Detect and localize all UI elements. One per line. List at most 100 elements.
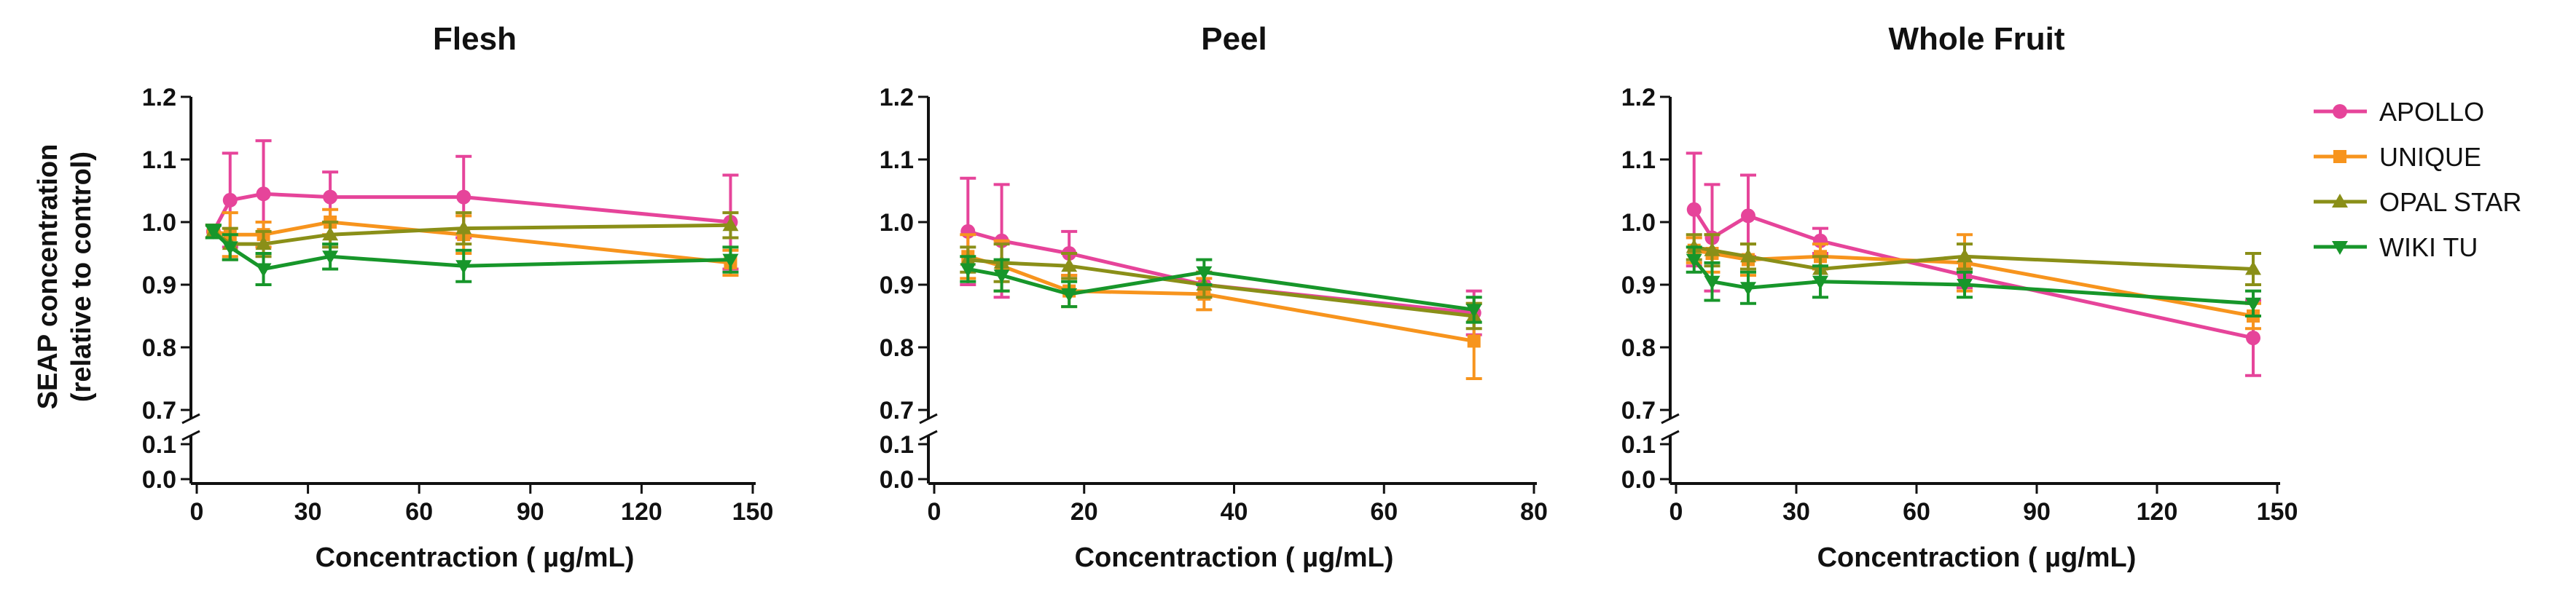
y-axis-break-mark bbox=[1661, 413, 1680, 425]
data-point bbox=[455, 260, 472, 275]
legend-marker bbox=[2332, 241, 2348, 255]
y-axis-break-mark bbox=[181, 413, 200, 425]
data-point bbox=[205, 225, 222, 240]
data-point bbox=[2245, 261, 2261, 275]
data-point bbox=[722, 217, 739, 232]
legend-label: WIKI TU bbox=[2379, 232, 2478, 262]
x-tick-label: 60 bbox=[405, 498, 433, 526]
y-tick-label: 0.8 bbox=[880, 334, 914, 362]
legend: APOLLO UNIQUE OPAL STAR WIKI TU bbox=[2314, 97, 2521, 262]
legend-label: OPAL STAR bbox=[2379, 187, 2521, 217]
data-point bbox=[1061, 288, 1078, 302]
chart-title: Peel bbox=[1201, 21, 1267, 57]
y-tick-label: 0.0 bbox=[1621, 466, 1656, 494]
data-point bbox=[722, 253, 739, 268]
figure-y-axis-label: SEAP concentration (relative to control) bbox=[33, 144, 97, 410]
x-tick-label: 150 bbox=[2257, 498, 2298, 526]
data-point bbox=[1686, 202, 1702, 217]
y-tick-label: 0.1 bbox=[142, 431, 176, 459]
chart-panel-whole-fruit: Whole Fruit 0.7 0.8 0.9 1.0 1.1 1.2 0.0 0.1 0 30 60… bbox=[1621, 21, 2298, 573]
x-axis-label: Concentraction ( µg/mL) bbox=[1075, 542, 1394, 573]
x-tick-label: 120 bbox=[621, 498, 662, 526]
chart-panel-peel: Peel 0.7 0.8 0.9 1.0 1.1 1.2 0.0 0.1 0 20 40 60 80 Con… bbox=[880, 21, 1548, 573]
data-point bbox=[222, 241, 238, 256]
series-unique bbox=[1686, 233, 2261, 331]
y-tick-label: 1.2 bbox=[142, 84, 176, 111]
data-point bbox=[255, 263, 272, 277]
x-tick-label: 0 bbox=[1669, 498, 1683, 526]
y-tick-label: 0.9 bbox=[880, 272, 914, 299]
data-point bbox=[2245, 297, 2261, 312]
data-point bbox=[255, 236, 272, 250]
data-point bbox=[1061, 258, 1078, 272]
y-axis-break-mark bbox=[919, 430, 938, 441]
x-tick-label: 60 bbox=[1903, 498, 1930, 526]
data-point bbox=[456, 189, 471, 205]
data-point bbox=[1465, 304, 1482, 318]
series-apollo bbox=[960, 176, 1482, 336]
chart-panel-flesh: Flesh 0.7 0.8 0.9 1.0 1.1 1.2 0.0 0.1 0 30 60 90 120 1… bbox=[142, 21, 774, 573]
data-point bbox=[322, 250, 339, 265]
x-tick-label: 30 bbox=[1782, 498, 1810, 526]
legend-item-wiki-tu: WIKI TU bbox=[2314, 232, 2478, 262]
x-tick-label: 60 bbox=[1370, 498, 1398, 526]
series-wiki-tu bbox=[960, 255, 1482, 324]
series-apollo bbox=[205, 139, 739, 271]
y-tick-label: 0.1 bbox=[880, 431, 914, 459]
series-line bbox=[1692, 208, 2254, 340]
y-tick-label: 1.2 bbox=[1621, 84, 1656, 111]
legend-marker bbox=[2333, 150, 2346, 163]
legend-item-opal-star: OPAL STAR bbox=[2314, 187, 2521, 217]
y-tick-label: 0.0 bbox=[880, 466, 914, 494]
data-point bbox=[1957, 248, 1973, 263]
x-axis-label: Concentraction ( µg/mL) bbox=[316, 542, 635, 573]
y-tick-label: 0.9 bbox=[1621, 272, 1656, 299]
series-wiki-tu bbox=[1686, 245, 2261, 317]
data-point bbox=[322, 226, 339, 241]
data-point bbox=[222, 192, 238, 208]
x-tick-label: 40 bbox=[1221, 498, 1248, 526]
y-tick-label: 0.7 bbox=[1621, 397, 1656, 425]
x-tick-label: 20 bbox=[1070, 498, 1098, 526]
data-point bbox=[1686, 253, 1702, 268]
data-point bbox=[323, 189, 338, 205]
data-point bbox=[1957, 279, 1973, 293]
legend-marker bbox=[2332, 194, 2348, 208]
legend-label: UNIQUE bbox=[2379, 142, 2481, 172]
y-tick-label: 1.1 bbox=[880, 146, 914, 174]
data-point bbox=[455, 220, 472, 234]
y-tick-label: 0.1 bbox=[1621, 431, 1656, 459]
x-tick-label: 0 bbox=[928, 498, 941, 526]
legend-label: APOLLO bbox=[2379, 97, 2484, 127]
chart-title: Whole Fruit bbox=[1889, 21, 2065, 57]
y-tick-label: 1.0 bbox=[1621, 209, 1656, 237]
data-point bbox=[1740, 282, 1756, 296]
y-tick-label: 0.9 bbox=[142, 272, 176, 299]
legend-marker bbox=[2333, 104, 2347, 119]
data-point bbox=[1704, 242, 1720, 256]
data-point bbox=[1704, 275, 1720, 290]
x-tick-label: 80 bbox=[1520, 498, 1548, 526]
y-tick-label: 1.0 bbox=[142, 209, 176, 237]
data-point bbox=[1467, 334, 1481, 348]
x-tick-label: 90 bbox=[2023, 498, 2051, 526]
x-axis-label: Concentraction ( µg/mL) bbox=[1817, 542, 2137, 573]
y-axis-break-mark bbox=[919, 413, 938, 425]
data-point bbox=[1741, 208, 1755, 224]
data-point bbox=[2246, 331, 2260, 346]
y-axis-label-line-2: (relative to control) bbox=[66, 151, 97, 402]
y-tick-label: 1.2 bbox=[880, 84, 914, 111]
x-tick-label: 30 bbox=[294, 498, 322, 526]
data-point bbox=[960, 263, 976, 277]
data-point bbox=[1740, 248, 1756, 263]
x-tick-label: 90 bbox=[517, 498, 544, 526]
y-tick-label: 1.0 bbox=[880, 209, 914, 237]
x-tick-label: 120 bbox=[2137, 498, 2178, 526]
chart-title: Flesh bbox=[433, 21, 517, 57]
y-tick-label: 0.0 bbox=[142, 466, 176, 494]
series-wiki-tu bbox=[205, 224, 739, 286]
y-tick-label: 0.7 bbox=[142, 397, 176, 425]
legend-item-unique: UNIQUE bbox=[2314, 142, 2481, 172]
data-point bbox=[1812, 275, 1828, 290]
